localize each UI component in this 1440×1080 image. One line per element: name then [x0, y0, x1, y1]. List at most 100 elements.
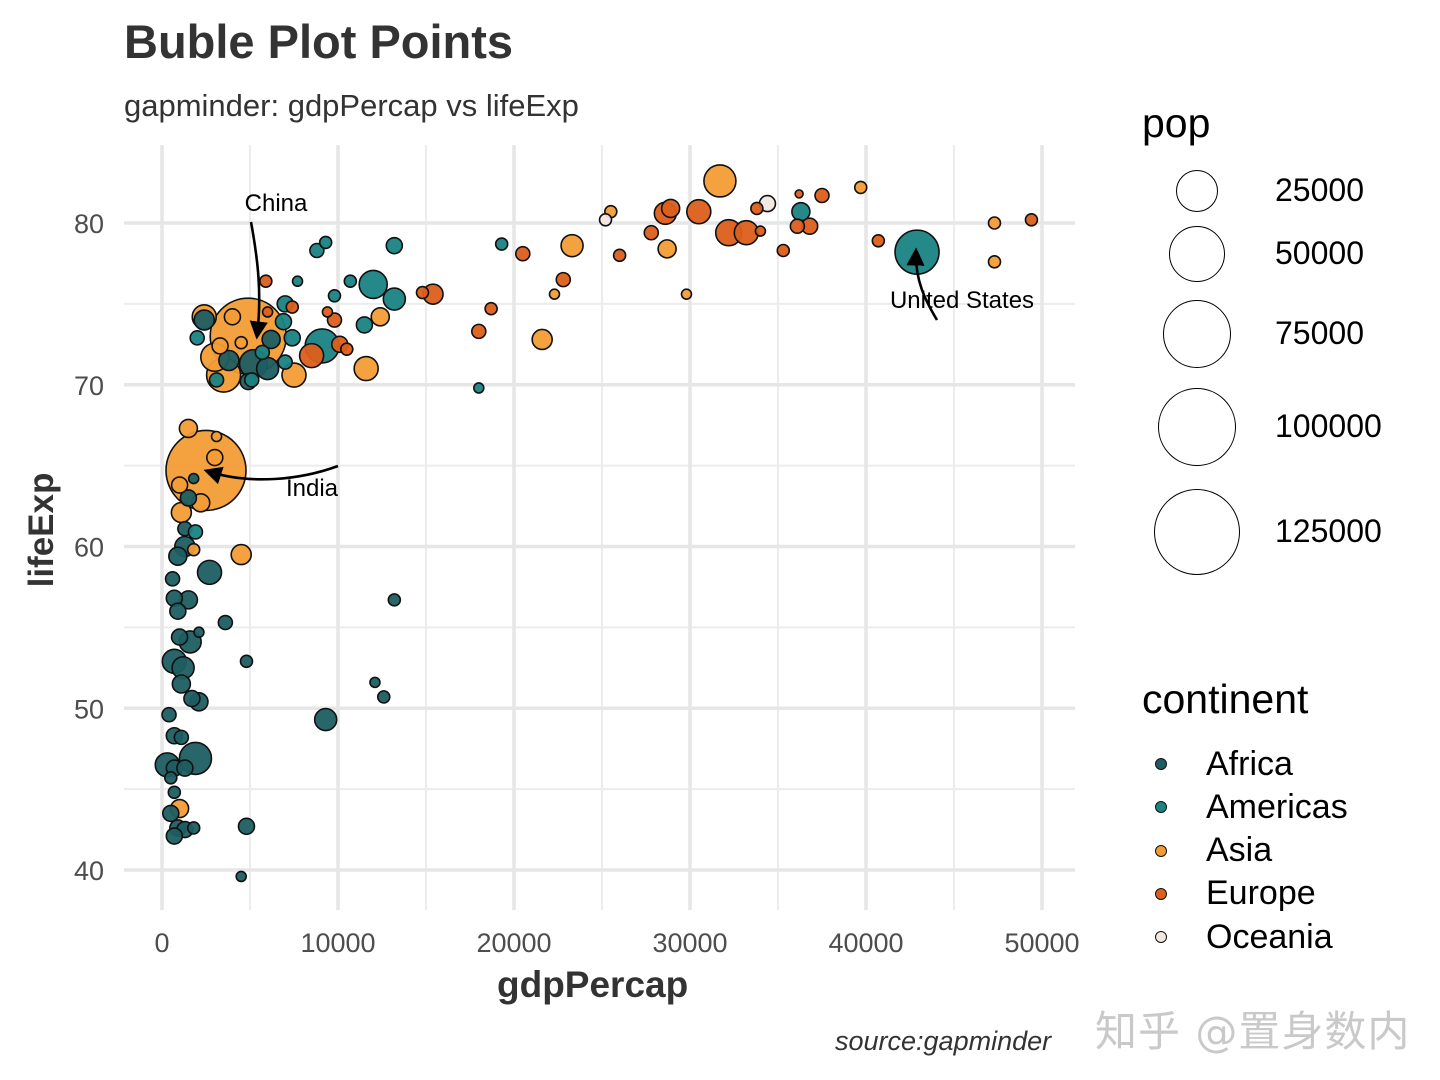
data-point-oceania	[598, 212, 613, 227]
data-point-africa	[239, 654, 254, 669]
data-point-africa	[176, 759, 194, 777]
annotation-arrow	[203, 464, 339, 485]
data-point-asia	[531, 328, 553, 351]
caption: source:gapminder	[835, 1026, 1052, 1056]
x-tick-label: 0	[154, 928, 169, 958]
legend-item-label: Oceania	[1206, 917, 1333, 956]
legend-item-label: Americas	[1206, 787, 1348, 826]
legend-item-label: Asia	[1206, 831, 1273, 870]
data-point-europe	[794, 189, 804, 199]
legend-color-dot-icon	[1155, 758, 1167, 770]
data-point-africa	[165, 827, 184, 845]
data-point-europe	[871, 233, 886, 248]
data-point-africa	[173, 729, 190, 746]
data-point-africa	[161, 706, 177, 723]
data-point-europe	[643, 224, 660, 241]
data-point-americas	[291, 275, 304, 288]
annotation-arrow	[249, 221, 268, 340]
annotations: China India United States	[203, 190, 1034, 502]
data-point-africa	[179, 489, 198, 507]
data-point-europe	[484, 301, 498, 316]
y-tick-label: 40	[74, 856, 104, 886]
data-point-africa	[313, 707, 338, 732]
plot-area: China India United States 0 10000 20000 30000…	[74, 145, 1080, 958]
data-point-africa	[196, 559, 223, 586]
data-point-americas	[187, 524, 204, 540]
annotation-label: United States	[890, 287, 1034, 314]
data-point-americas	[358, 269, 389, 300]
legend-size-label: 100000	[1275, 408, 1382, 444]
data-point-africa	[235, 870, 247, 883]
data-point-africa	[162, 804, 180, 823]
y-tick-label: 60	[74, 533, 104, 563]
legend-item-label: Africa	[1206, 744, 1293, 783]
data-point-africa	[168, 546, 188, 567]
data-point-americas	[283, 329, 302, 347]
data-point-americas	[309, 242, 325, 259]
data-point-africa	[387, 593, 402, 607]
data-point-europe	[1024, 212, 1039, 227]
data-point-americas	[277, 354, 294, 370]
data-point-africa	[167, 785, 182, 800]
legend-item-asia: Asia	[1155, 831, 1272, 871]
data-point-africa	[369, 676, 381, 689]
data-point-asia	[560, 233, 584, 258]
data-point-europe	[685, 198, 712, 225]
legend-color-dot-icon	[1155, 931, 1167, 944]
data-point-africa	[218, 349, 240, 372]
data-point-americas	[243, 372, 260, 388]
data-point-africa	[169, 602, 187, 621]
data-point-europe	[555, 271, 572, 288]
data-point-asia	[353, 355, 379, 382]
grid-lines	[124, 145, 1075, 910]
legend-item-oceania: Oceania	[1155, 917, 1333, 957]
data-point-europe	[776, 243, 791, 258]
data-point-asia	[211, 337, 229, 355]
data-point-americas	[382, 287, 407, 311]
legend-item-europe: Europe	[1155, 874, 1316, 914]
data-point-africa	[164, 571, 181, 587]
data-point-asia	[186, 542, 201, 557]
data-point-asia	[230, 543, 252, 566]
data-point-asia	[370, 307, 391, 327]
legend-size-circle	[1176, 170, 1218, 212]
data-point-americas	[327, 288, 342, 303]
data-point-africa	[193, 626, 205, 639]
data-point-africa	[164, 771, 178, 785]
axis-ticks: 0 10000 20000 30000 40000 50000 40 50 60 70 80	[74, 209, 1080, 958]
data-point-asia	[210, 430, 223, 443]
legend-pop-title: pop	[1142, 100, 1211, 146]
legend-size-circle	[1163, 300, 1231, 368]
data-point-africa	[187, 472, 200, 485]
annotation-label: China	[245, 190, 308, 217]
annotation-label: India	[286, 475, 339, 502]
data-point-europe	[470, 323, 487, 340]
data-point-africa	[217, 614, 234, 631]
data-point-asia	[657, 239, 677, 259]
data-point-americas	[355, 316, 374, 334]
data-point-europe	[814, 187, 830, 204]
data-point-europe	[339, 342, 354, 356]
data-point-europe	[612, 248, 627, 263]
y-tick-label: 50	[74, 694, 104, 724]
y-tick-label: 70	[74, 371, 104, 401]
data-point-asia	[987, 255, 1002, 269]
data-point-asia	[223, 308, 242, 326]
y-axis-label: lifeExp	[22, 472, 61, 588]
legend-item-label: Europe	[1206, 874, 1316, 913]
data-point-americas	[472, 382, 485, 394]
legend-color-dot-icon	[1155, 844, 1167, 857]
legend-size-label: 75000	[1275, 315, 1364, 351]
legend-size-label: 125000	[1275, 513, 1382, 549]
legend-size-circle	[1158, 388, 1236, 466]
data-points	[154, 164, 1039, 883]
x-tick-label: 10000	[300, 928, 375, 958]
data-point-asia	[178, 418, 199, 439]
data-point-europe	[733, 219, 760, 246]
data-point-europe	[514, 245, 531, 262]
data-point-africa	[193, 309, 216, 331]
data-point-africa	[171, 674, 192, 694]
legend-size-circle	[1154, 489, 1240, 575]
chart-subtitle: gapminder: gdpPercap vs lifeExp	[124, 88, 579, 123]
x-axis-label: gdpPercap	[497, 964, 689, 1005]
